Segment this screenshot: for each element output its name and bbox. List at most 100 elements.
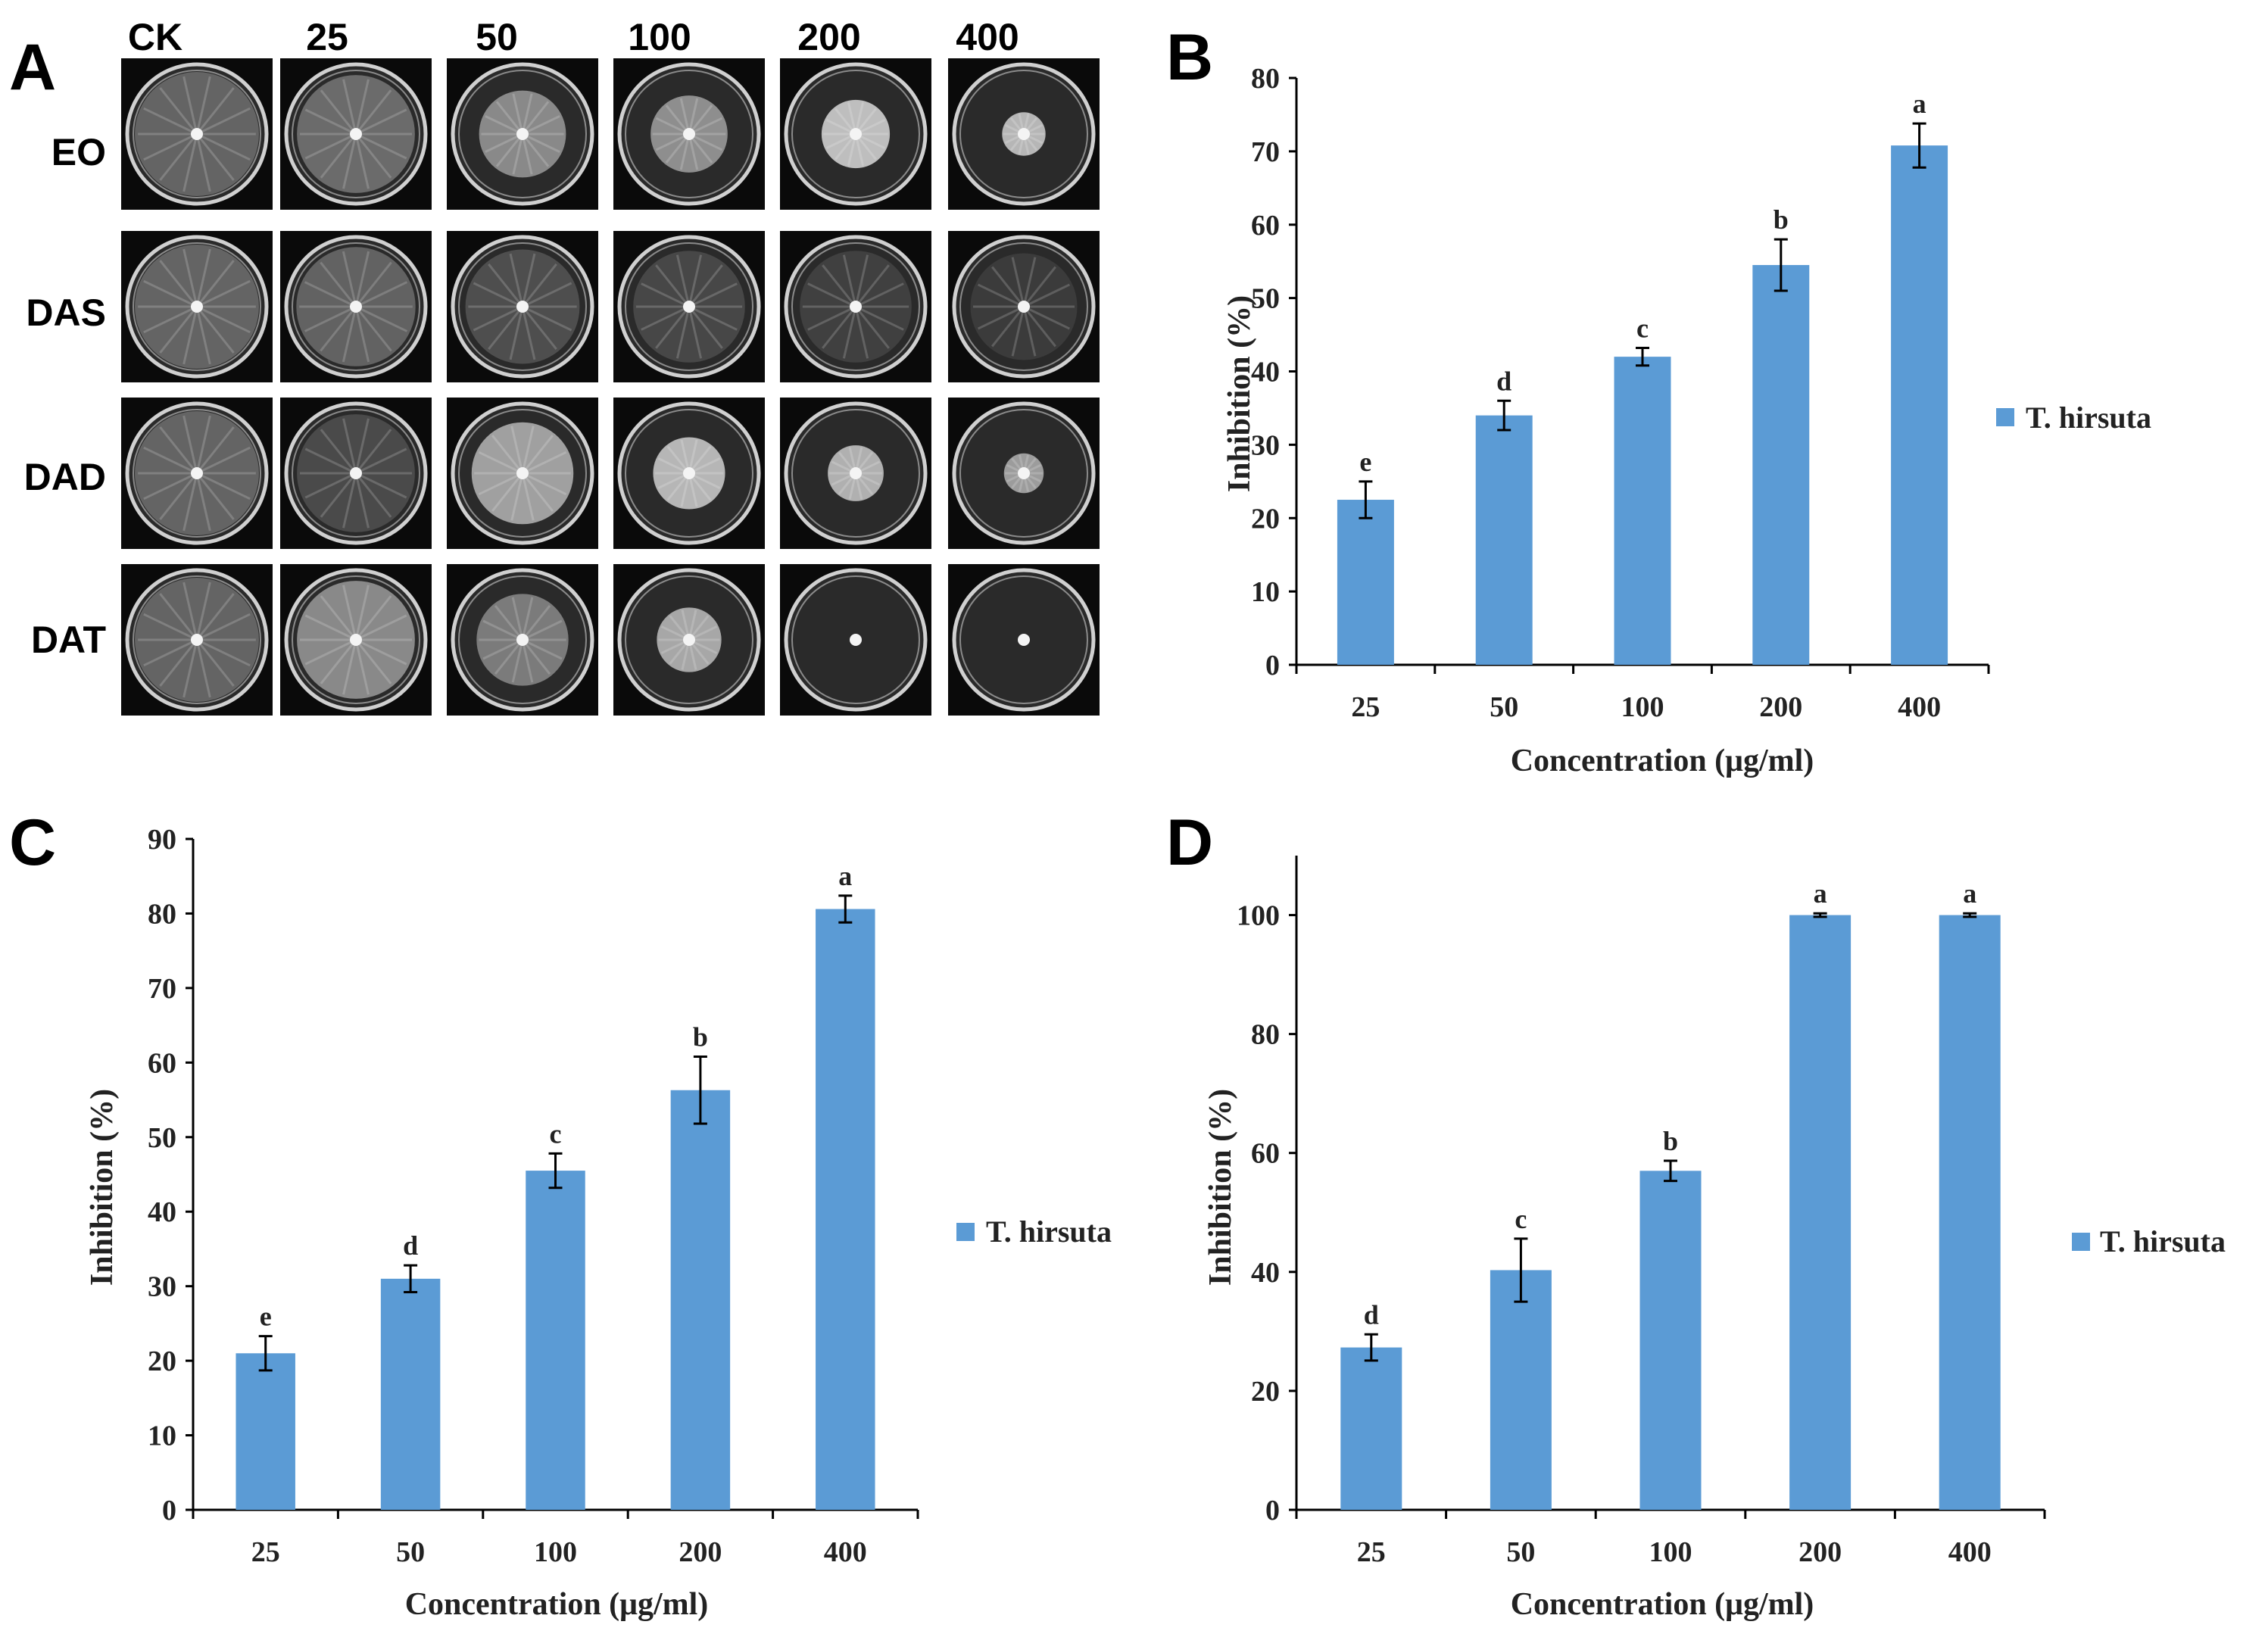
bar — [670, 1090, 731, 1510]
petri-dish-plate — [948, 58, 1100, 210]
y-tick-label: 80 — [1251, 63, 1280, 95]
petri-dish-plate — [121, 398, 273, 549]
y-tick-label: 0 — [1265, 1495, 1280, 1526]
y-tick-label: 50 — [1251, 283, 1280, 315]
plate-column-header: CK — [128, 16, 183, 58]
petri-dish-plate — [613, 58, 765, 210]
plate-row-label: DAD — [24, 456, 106, 498]
significance-letter: a — [838, 861, 852, 891]
bar — [1939, 915, 2001, 1510]
x-tick-label: 200 — [1759, 691, 1802, 723]
b-y-axis-title: Inhibition (%) — [1222, 295, 1257, 492]
y-tick-label: 20 — [148, 1346, 176, 1377]
bar — [1490, 1270, 1552, 1510]
c-y-axis-title: Inhibition (%) — [85, 1089, 120, 1286]
y-tick-label: 40 — [148, 1196, 176, 1228]
y-tick-label: 20 — [1251, 1376, 1280, 1408]
petri-dish-plate — [447, 58, 598, 210]
panel-a-letter: A — [9, 31, 56, 104]
x-tick-label: 50 — [1506, 1536, 1535, 1568]
bar — [526, 1171, 585, 1510]
significance-letter: c — [1515, 1204, 1527, 1234]
plate-row-label: EO — [51, 131, 106, 173]
petri-dish-plate — [613, 564, 765, 716]
bar — [1752, 265, 1810, 665]
y-tick-label: 60 — [1251, 1138, 1280, 1170]
plate-row-label: DAS — [26, 292, 106, 334]
significance-letter: b — [1663, 1126, 1678, 1156]
plate-column-header: 100 — [628, 16, 691, 58]
petri-dish-plate — [780, 398, 931, 549]
plate-column-header: 50 — [476, 16, 518, 58]
petri-dish-plate — [121, 564, 273, 716]
y-tick-label: 90 — [148, 824, 176, 856]
significance-letter: b — [693, 1021, 708, 1052]
c-legend-label: T. hirsuta — [986, 1215, 1112, 1249]
y-tick-label: 30 — [1251, 429, 1280, 461]
x-tick-label: 400 — [1948, 1536, 1992, 1568]
petri-dish-plate — [121, 231, 273, 382]
panel-a-plate-grid: A CK 25 50 100 200 400 EO DAS DAD DAT — [9, 16, 1100, 716]
significance-letter: e — [1359, 447, 1371, 477]
petri-dish-plate — [613, 398, 765, 549]
significance-letter: c — [550, 1118, 562, 1149]
c-x-axis-title: Concentration (μg/ml) — [405, 1587, 709, 1622]
significance-letter: d — [1364, 1299, 1379, 1330]
x-tick-label: 25 — [1351, 691, 1380, 723]
bar — [380, 1278, 441, 1510]
y-tick-label: 50 — [148, 1122, 176, 1154]
significance-letter: c — [1636, 313, 1649, 344]
x-tick-label: 100 — [1649, 1536, 1692, 1568]
d-y-axis-title: Inhibition (%) — [1203, 1089, 1238, 1286]
bar — [236, 1353, 295, 1510]
panel-b-chart: B Inhibition (%) Concentration (μg/ml) 0… — [1166, 21, 2151, 778]
x-tick-label: 50 — [1490, 691, 1518, 723]
bar — [1891, 145, 1948, 665]
petri-dish-plate — [447, 398, 598, 549]
panel-c-chart: C Inhibition (%) Concentration (μg/ml) 0… — [9, 806, 1112, 1622]
petri-dish-plate — [948, 231, 1100, 382]
y-tick-label: 80 — [1251, 1019, 1280, 1051]
x-tick-label: 400 — [1898, 691, 1941, 723]
plate-column-header: 400 — [956, 16, 1019, 58]
panel-d-chart: D Inhibition (%) Concentration (μg/ml) 0… — [1166, 806, 2226, 1622]
significance-letter: d — [403, 1230, 418, 1261]
y-tick-label: 40 — [1251, 1257, 1280, 1289]
x-tick-label: 25 — [1357, 1536, 1386, 1568]
significance-letter: a — [1913, 89, 1926, 119]
x-tick-label: 100 — [534, 1536, 577, 1568]
bar — [1337, 500, 1394, 665]
b-x-axis-title: Concentration (μg/ml) — [1511, 744, 1814, 778]
x-tick-label: 200 — [679, 1536, 722, 1568]
petri-dish-plate — [280, 58, 432, 210]
petri-dish-plate — [780, 564, 931, 716]
plate-row-label: DAT — [31, 619, 106, 661]
panel-b-letter: B — [1166, 21, 1213, 94]
petri-dish-plate — [280, 231, 432, 382]
c-legend-swatch — [956, 1223, 975, 1241]
b-legend-label: T. hirsuta — [2026, 401, 2151, 435]
x-tick-label: 200 — [1798, 1536, 1842, 1568]
petri-dish-plate — [121, 58, 273, 210]
bar — [1614, 357, 1671, 665]
y-tick-label: 40 — [1251, 357, 1280, 388]
y-tick-label: 10 — [1251, 576, 1280, 608]
petri-dish-plate — [780, 231, 931, 382]
bar — [1340, 1347, 1402, 1510]
significance-letter: d — [1496, 366, 1511, 396]
y-tick-label: 80 — [148, 898, 176, 930]
y-tick-label: 0 — [162, 1495, 176, 1526]
panel-c-letter: C — [9, 806, 56, 879]
bar — [1639, 1171, 1702, 1510]
x-tick-label: 400 — [824, 1536, 867, 1568]
y-tick-label: 30 — [148, 1271, 176, 1303]
significance-letter: e — [260, 1302, 272, 1332]
petri-dish-plate — [948, 398, 1100, 549]
y-tick-label: 10 — [148, 1420, 176, 1452]
petri-dish-plate — [447, 564, 598, 716]
significance-letter: b — [1774, 204, 1789, 235]
x-tick-label: 50 — [396, 1536, 425, 1568]
bar — [1789, 915, 1852, 1510]
y-tick-label: 60 — [148, 1047, 176, 1079]
